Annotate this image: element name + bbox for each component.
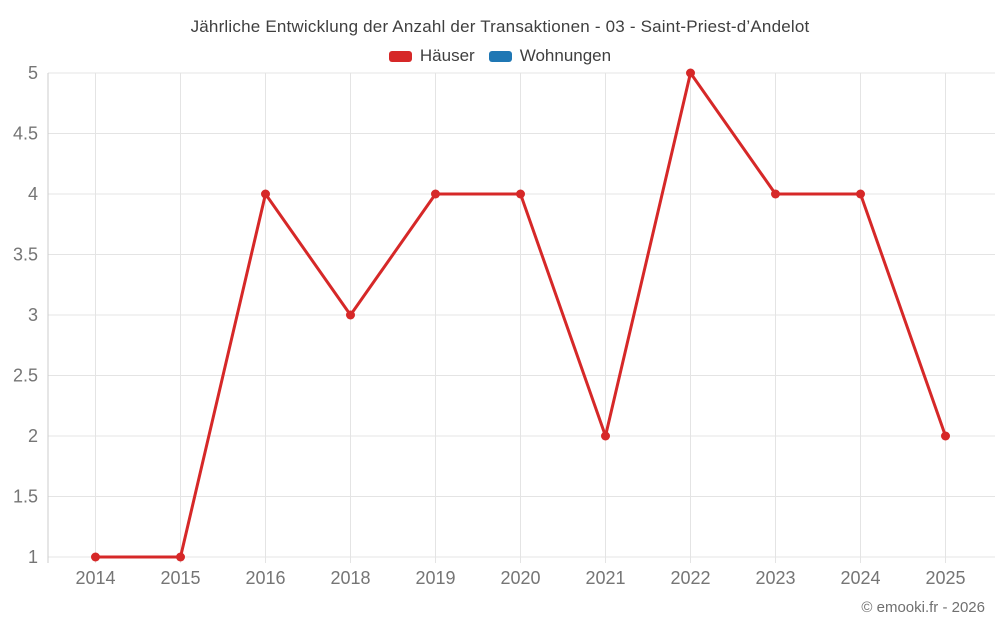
- data-point: [856, 189, 865, 199]
- x-axis-tick-label: 2016: [245, 568, 285, 588]
- x-axis-tick-label: 2025: [925, 568, 965, 588]
- y-axis-tick-label: 4.5: [13, 124, 38, 144]
- x-axis-tick-label: 2024: [840, 568, 880, 588]
- y-axis-tick-label: 2: [28, 426, 38, 446]
- legend-label-wohnungen: Wohnungen: [519, 46, 612, 65]
- data-point: [431, 189, 440, 199]
- chart-title: Jährliche Entwicklung der Anzahl der Tra…: [190, 17, 810, 36]
- data-point: [941, 431, 950, 441]
- x-axis-tick-label: 2014: [75, 568, 115, 588]
- data-point: [91, 552, 100, 562]
- legend-swatch-wohnungen-icon: [488, 50, 512, 62]
- data-point: [516, 189, 525, 199]
- copyright-text: © emooki.fr - 2026: [861, 599, 985, 616]
- y-axis-tick-label: 1.5: [13, 487, 38, 507]
- x-axis-tick-label: 2020: [500, 568, 540, 588]
- y-axis-tick-label: 3: [28, 305, 38, 325]
- y-axis-tick-label: 4: [28, 184, 38, 204]
- data-point: [601, 431, 610, 441]
- y-axis-tick-label: 5: [28, 63, 38, 83]
- y-axis-tick-label: 2.5: [13, 366, 38, 386]
- y-axis-tick-label: 3.5: [13, 245, 38, 265]
- x-axis-tick-label: 2023: [755, 568, 795, 588]
- x-axis-tick-label: 2021: [585, 568, 625, 588]
- x-axis-tick-label: 2022: [670, 568, 710, 588]
- legend-swatch-hauser-icon: [388, 50, 412, 62]
- data-point: [686, 68, 695, 78]
- x-axis-tick-label: 2015: [160, 568, 200, 588]
- legend-label-hauser: Häuser: [419, 46, 475, 65]
- legend: Häuser Wohnungen: [0, 46, 1000, 66]
- legend-item-wohnungen[interactable]: Wohnungen: [488, 46, 612, 66]
- x-axis-tick-label: 2019: [415, 568, 455, 588]
- data-point: [346, 310, 355, 320]
- data-point: [261, 189, 270, 199]
- x-axis-tick-label: 2018: [330, 568, 370, 588]
- data-point: [771, 189, 780, 199]
- legend-item-hauser[interactable]: Häuser: [388, 46, 475, 66]
- y-axis-tick-label: 1: [28, 547, 38, 567]
- data-point: [176, 552, 185, 562]
